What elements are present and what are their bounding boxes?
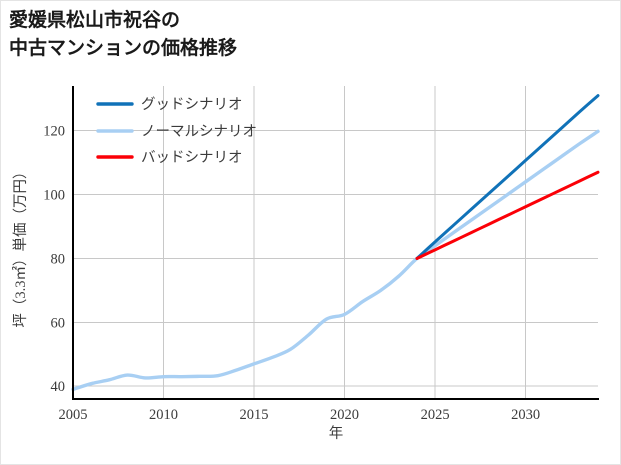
y-tick-label-40: 40 [51, 379, 66, 395]
chart-title-line-1: 愛媛県松山市祝谷の [9, 8, 180, 31]
x-tick-label-2015: 2015 [240, 407, 269, 423]
y-tick-label-80: 80 [51, 251, 66, 267]
x-axis-ticks: 2005 2010 2015 2020 2025 2030 [59, 407, 541, 423]
y-tick-label-120: 120 [43, 124, 65, 140]
data-series-layer [71, 94, 600, 392]
series-line-normal [71, 129, 600, 392]
legend-label-good: グッドシナリオ [141, 96, 243, 113]
legend-label-bad: バッドシナリオ [141, 150, 243, 166]
chart-legend: グッドシナリオ ノーマルシナリオ バッドシナリオ [96, 96, 257, 166]
legend-item-good: グッドシナリオ [96, 96, 243, 113]
x-tick-label-2020: 2020 [330, 407, 359, 423]
y-tick-label-100: 100 [43, 188, 65, 204]
chart-title-line-2: 中古マンションの価格推移 [9, 36, 237, 59]
y-axis-label: 坪（3.3㎡）単価（万円） [12, 164, 29, 327]
series-line-good [415, 94, 600, 260]
y-tick-label-60: 60 [51, 315, 66, 331]
series-line-bad [415, 170, 600, 260]
x-tick-label-2010: 2010 [149, 407, 178, 423]
axis-spines [71, 86, 599, 401]
x-axis-label: 年 [329, 425, 344, 442]
x-tick-label-2030: 2030 [511, 407, 540, 423]
x-tick-label-2005: 2005 [59, 407, 88, 423]
legend-label-normal: ノーマルシナリオ [141, 124, 257, 140]
x-tick-label-2025: 2025 [421, 407, 450, 423]
legend-item-normal: ノーマルシナリオ [96, 124, 257, 140]
legend-item-bad: バッドシナリオ [96, 150, 243, 166]
y-axis-ticks: 40 60 80 100 120 [43, 124, 65, 396]
